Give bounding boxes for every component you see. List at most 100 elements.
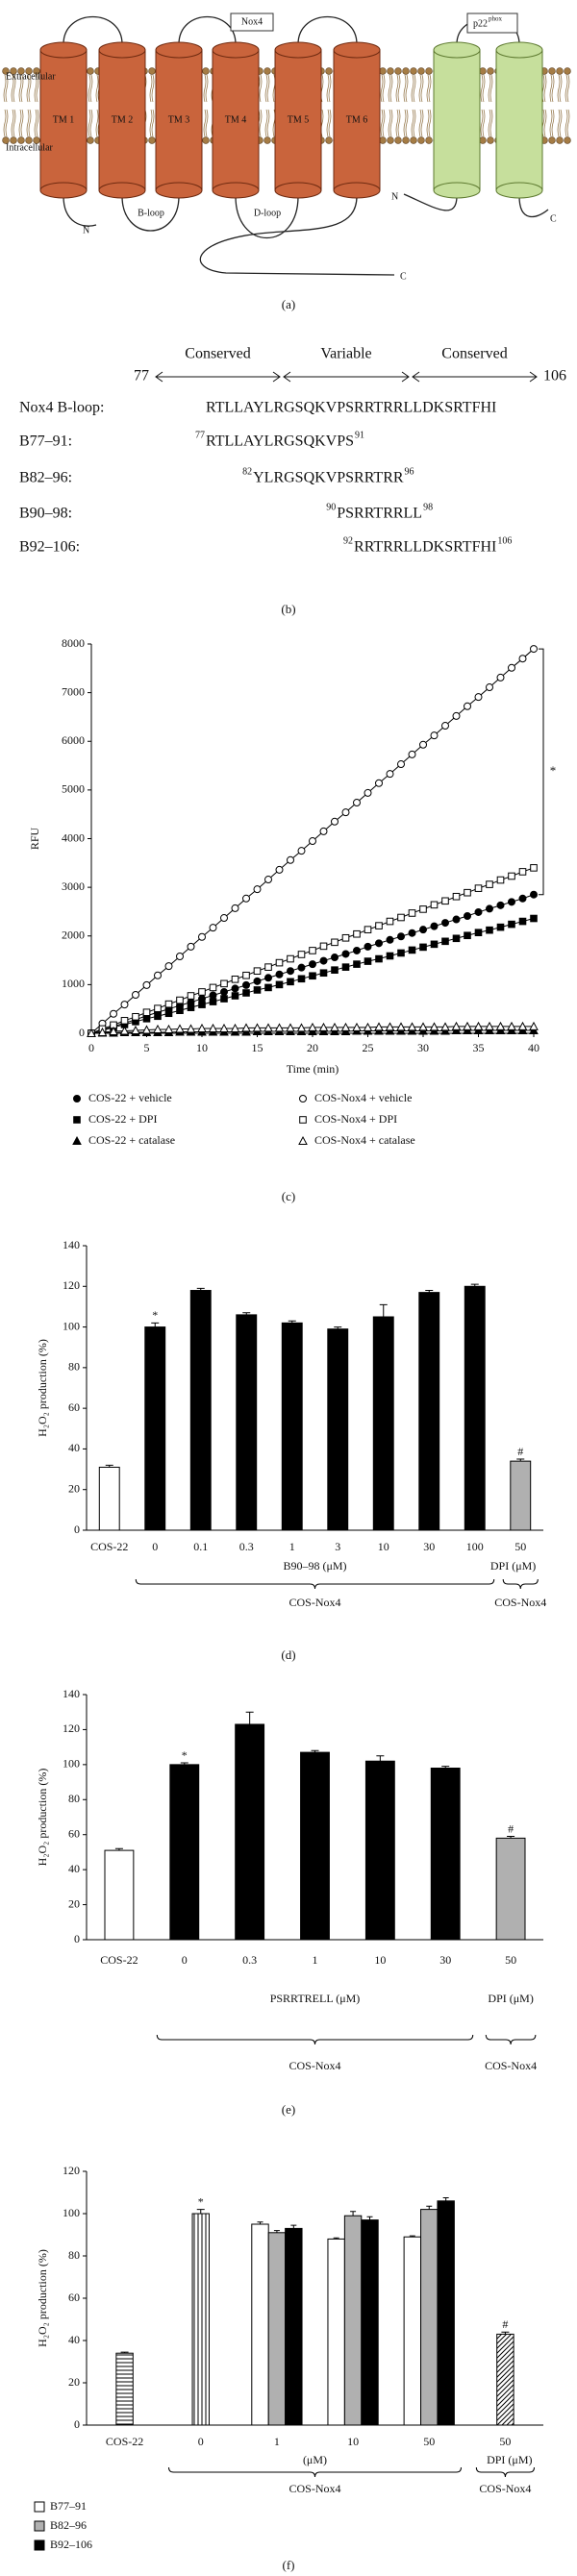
marker xyxy=(464,911,471,920)
error-bar xyxy=(409,2235,415,2238)
marker xyxy=(474,693,483,702)
marker xyxy=(309,947,316,954)
y-tick-label: 120 xyxy=(63,1278,80,1292)
y-axis-label: H₂O₂ production (%) xyxy=(36,2249,49,2347)
y-tick-label: 20 xyxy=(68,1481,80,1495)
lipid-tail xyxy=(480,74,486,103)
marker xyxy=(297,963,306,972)
sequence-name: B92–106: xyxy=(19,539,80,556)
error-bar xyxy=(180,1762,188,1765)
lipid-head xyxy=(564,67,571,75)
marker xyxy=(153,1024,163,1033)
marker xyxy=(242,980,250,989)
sequence-name: Nox4 B-loop: xyxy=(19,400,104,416)
marker xyxy=(241,1023,251,1032)
sequence-name: B90–98: xyxy=(19,506,72,522)
error-bar xyxy=(350,2211,357,2217)
legend-label: COS-Nox4 + DPI xyxy=(314,1112,397,1126)
marker xyxy=(508,872,515,880)
error-bar xyxy=(105,1464,113,1468)
panel-label: (c) xyxy=(282,1189,295,1203)
lipid-tail xyxy=(11,109,16,137)
marker xyxy=(164,1009,173,1018)
marker xyxy=(441,937,449,946)
marker xyxy=(353,799,361,807)
group-name: COS-Nox4 xyxy=(494,1596,546,1609)
y-axis-label: H₂O₂ production (%) xyxy=(36,1769,49,1867)
marker xyxy=(496,901,505,909)
marker xyxy=(297,847,306,855)
lipid-head xyxy=(25,136,33,144)
y-tick-label: 140 xyxy=(63,1687,80,1700)
marker xyxy=(397,760,405,769)
lipid-tail xyxy=(564,109,570,137)
marker xyxy=(264,876,272,884)
marker xyxy=(231,992,239,1000)
lipid-tail xyxy=(426,109,432,137)
panel-label: (f) xyxy=(283,2558,295,2572)
bar xyxy=(495,1837,526,1941)
helix-label: TM 2 xyxy=(112,114,134,125)
marker xyxy=(530,864,538,872)
marker xyxy=(176,996,184,1004)
x-tick-label: 10 xyxy=(374,1953,386,1967)
marker xyxy=(397,913,405,922)
error-bar xyxy=(120,2351,129,2354)
residue-start: 90 xyxy=(326,502,336,512)
helix-label: TM 1 xyxy=(53,114,75,125)
marker xyxy=(110,1009,117,1018)
lipid-tail xyxy=(403,74,409,103)
helix xyxy=(212,49,260,191)
helix-end xyxy=(433,41,481,59)
peptide-chain xyxy=(178,15,237,45)
marker xyxy=(109,1026,118,1035)
marker xyxy=(397,949,405,957)
peptide-chain xyxy=(235,195,299,239)
marker xyxy=(253,977,262,985)
x-tick-label: 0.3 xyxy=(239,1540,254,1553)
x-tick-label: 1 xyxy=(289,1540,295,1553)
lipid-tail xyxy=(149,109,155,137)
marker xyxy=(175,1024,185,1033)
marker xyxy=(120,1001,129,1009)
error-bar xyxy=(441,1766,450,1769)
lipid-head xyxy=(410,67,417,75)
marker xyxy=(242,989,250,997)
lipid-head xyxy=(2,136,10,144)
error-bar xyxy=(333,2237,339,2240)
x-tick-label: 40 xyxy=(528,1041,539,1054)
helix-end xyxy=(39,182,88,199)
lipid-head xyxy=(387,67,394,75)
marker xyxy=(386,935,394,944)
helix-end xyxy=(433,182,481,199)
error-bar xyxy=(376,1755,385,1762)
lipid-head xyxy=(17,136,25,144)
y-tick-label: 3000 xyxy=(62,879,85,893)
y-tick-label: 0 xyxy=(74,1932,80,1945)
marker xyxy=(385,1022,395,1031)
marker xyxy=(132,1012,139,1021)
marker xyxy=(319,942,328,951)
marker xyxy=(198,988,206,996)
terminus: C xyxy=(550,213,557,224)
x-tick-label: 0.1 xyxy=(193,1540,208,1553)
helix-end xyxy=(333,41,381,59)
marker xyxy=(286,1023,295,1032)
lipid-tail xyxy=(549,74,555,103)
lipid-head xyxy=(479,136,487,144)
error-bar xyxy=(334,1326,342,1329)
marker xyxy=(518,894,527,903)
marker xyxy=(187,992,195,1000)
marker xyxy=(452,711,461,720)
lipid-tail xyxy=(480,109,486,137)
marker xyxy=(164,1000,173,1008)
peptide-chain xyxy=(297,15,358,45)
lipid-head xyxy=(325,136,333,144)
marker xyxy=(253,885,262,894)
lipid-head xyxy=(394,136,402,144)
bar xyxy=(510,1460,532,1531)
marker xyxy=(474,907,483,916)
membrane-side: Extracellular xyxy=(6,71,56,82)
x-tick-label: 35 xyxy=(473,1041,485,1054)
